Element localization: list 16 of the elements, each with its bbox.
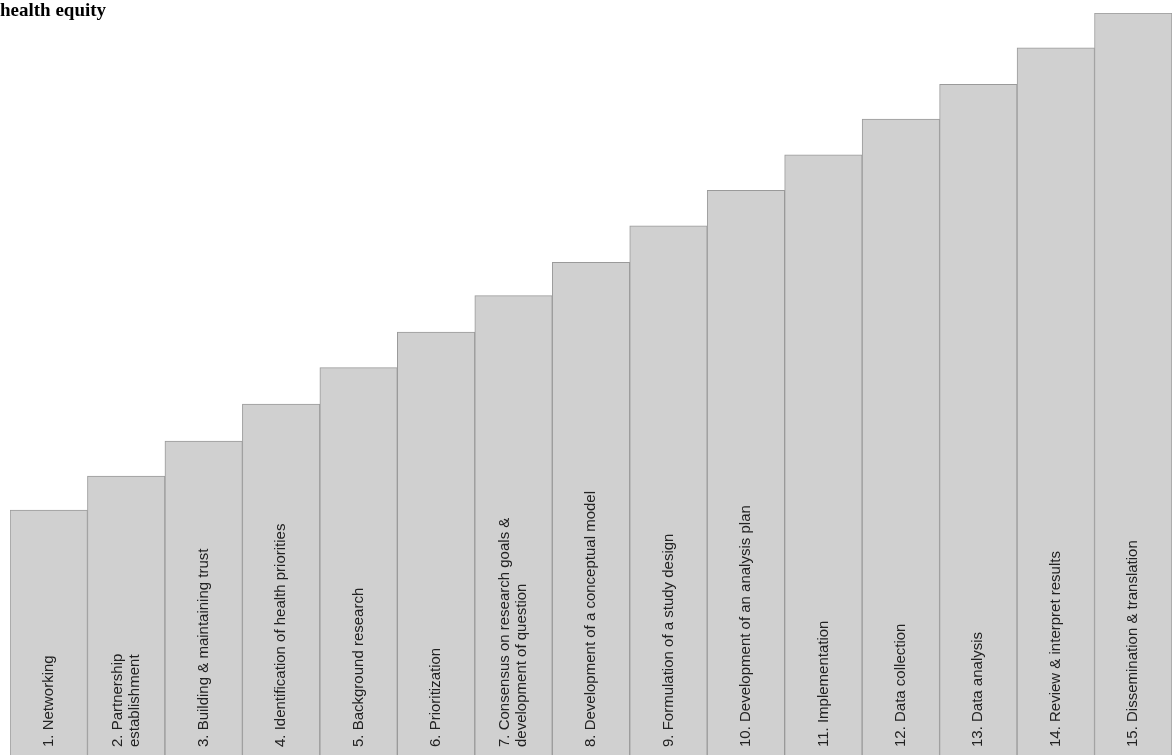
x-tick-label: 2. Partnership establishment (107, 653, 142, 747)
x-tick-label: 9. Formulation of a study design (658, 533, 676, 747)
x-tick-label: 5. Background research (348, 587, 366, 747)
x-tick-label: 6. Prioritization (426, 647, 444, 747)
x-tick-label: 10. Development of an analysis plan (736, 505, 754, 747)
x-tick-label: 3. Building & maintaining trust (193, 547, 211, 747)
x-tick-label: 12. Data collection (891, 623, 909, 747)
x-tick-label: 15. Dissemination & translation (1123, 540, 1141, 747)
x-tick-label: 13. Data analysis (968, 631, 986, 747)
x-tick-label: 8. Development of a conceptual model (581, 491, 599, 747)
x-tick-label: 4. Identification of health priorities (271, 523, 289, 747)
chart-title: health equity (0, 0, 107, 20)
x-tick-label: 14. Review & interpret results (1045, 551, 1063, 747)
x-tick-label: 1. Networking (38, 655, 56, 747)
x-tick-label: 11. Implementation (813, 620, 831, 747)
x-tick-label: 7. Consensus on research goals & development of question (495, 517, 530, 747)
